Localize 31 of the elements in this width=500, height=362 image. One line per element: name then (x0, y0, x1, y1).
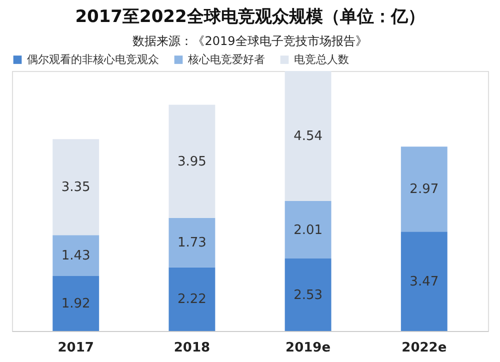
data-label: 2.97 (410, 182, 439, 198)
bar (168, 104, 216, 218)
x-tick-label: 2018 (174, 340, 210, 356)
data-label: 2.53 (294, 288, 323, 303)
bar (52, 235, 100, 276)
x-tick-label: 2019e (286, 340, 331, 356)
data-label: 1.92 (61, 296, 90, 312)
bar (52, 139, 100, 236)
data-label: 1.43 (61, 248, 90, 264)
bar (400, 146, 448, 232)
x-tick-label: 2017 (58, 340, 94, 356)
bar (52, 276, 100, 331)
data-label: 3.35 (61, 180, 90, 196)
bar (400, 232, 448, 331)
bar (284, 71, 332, 201)
data-label: 2.22 (177, 292, 206, 308)
data-label: 2.01 (294, 222, 323, 238)
legend-label: 核心电竞爱好者 (187, 52, 265, 66)
data-label: 1.73 (177, 236, 206, 251)
bar (284, 258, 332, 331)
x-tick-label: 2022e (402, 340, 447, 356)
chart-title: 2017至2022全球电竞观众规模（单位：亿） (75, 7, 425, 27)
data-label: 3.47 (410, 274, 439, 290)
legend-label: 偶尔观看的非核心电竞观众 (27, 52, 159, 66)
data-label: 3.95 (177, 154, 206, 170)
bar (284, 201, 332, 259)
bar (168, 267, 216, 331)
chart-subtitle: 数据来源：《2019全球电子竞技市场报告》 (132, 34, 368, 48)
bar (168, 218, 216, 268)
legend-label: 电竞总人数 (294, 52, 349, 66)
data-label: 4.54 (294, 129, 323, 144)
